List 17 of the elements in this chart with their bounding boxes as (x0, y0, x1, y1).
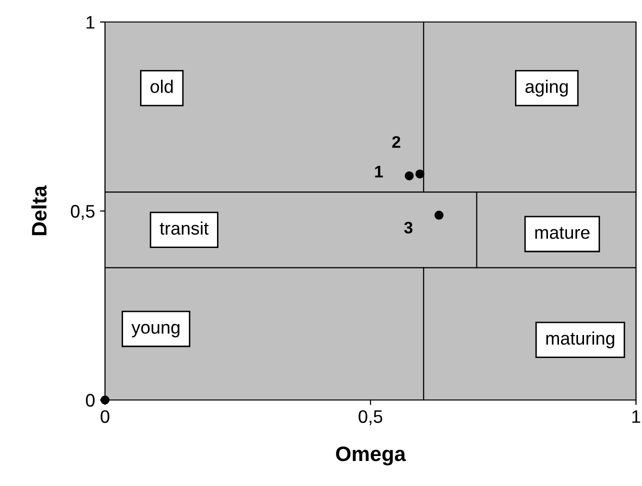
y-tick-label: 0 (86, 394, 95, 407)
x-tick-label: 0,5 (358, 410, 382, 426)
annotation: transit (160, 221, 209, 235)
annotation: 1 (375, 166, 383, 178)
annotation: old (150, 80, 173, 93)
y-tick-label: 1 (86, 16, 94, 29)
annotation: young (131, 324, 180, 338)
annotation: aging (525, 80, 568, 97)
x-axis-title: Omega (336, 446, 406, 466)
annotation: mature (535, 227, 590, 239)
y-tick-label: 0,5 (70, 204, 95, 220)
y-axis-title: Delta (31, 185, 47, 236)
x-tick-label: 0 (100, 410, 110, 423)
annotation: 2 (392, 136, 400, 148)
annotation: maturing (546, 331, 614, 348)
x-tick-label: 1 (632, 410, 640, 423)
annotation: 3 (404, 222, 412, 234)
